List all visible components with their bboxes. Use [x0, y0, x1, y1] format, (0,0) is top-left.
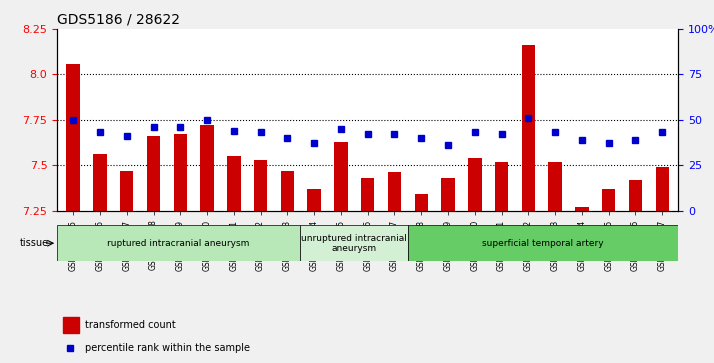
- Text: superficial temporal artery: superficial temporal artery: [483, 239, 604, 248]
- Text: ruptured intracranial aneurysm: ruptured intracranial aneurysm: [108, 239, 250, 248]
- Bar: [629, 180, 642, 211]
- Bar: [602, 189, 615, 211]
- Bar: [361, 178, 374, 211]
- Text: tissue: tissue: [20, 238, 49, 248]
- Bar: [254, 160, 267, 211]
- Bar: [120, 171, 134, 211]
- Bar: [334, 142, 348, 211]
- Bar: [147, 136, 160, 211]
- Bar: [227, 156, 241, 211]
- Text: GDS5186 / 28622: GDS5186 / 28622: [57, 12, 180, 26]
- Bar: [495, 162, 508, 211]
- Bar: [94, 154, 106, 211]
- Bar: [174, 134, 187, 211]
- Bar: [655, 167, 669, 211]
- FancyBboxPatch shape: [57, 225, 300, 261]
- Bar: [548, 162, 562, 211]
- Text: unruptured intracranial
aneurysm: unruptured intracranial aneurysm: [301, 233, 407, 253]
- Bar: [415, 194, 428, 211]
- Bar: [522, 45, 535, 211]
- Bar: [281, 171, 294, 211]
- Text: percentile rank within the sample: percentile rank within the sample: [85, 343, 250, 352]
- Bar: [575, 207, 588, 211]
- Text: transformed count: transformed count: [85, 321, 176, 330]
- Bar: [388, 172, 401, 211]
- Bar: [468, 158, 481, 211]
- Bar: [66, 64, 80, 211]
- Bar: [308, 189, 321, 211]
- Bar: [64, 317, 79, 333]
- FancyBboxPatch shape: [300, 225, 408, 261]
- Bar: [441, 178, 455, 211]
- FancyBboxPatch shape: [408, 225, 678, 261]
- Bar: [201, 125, 213, 211]
